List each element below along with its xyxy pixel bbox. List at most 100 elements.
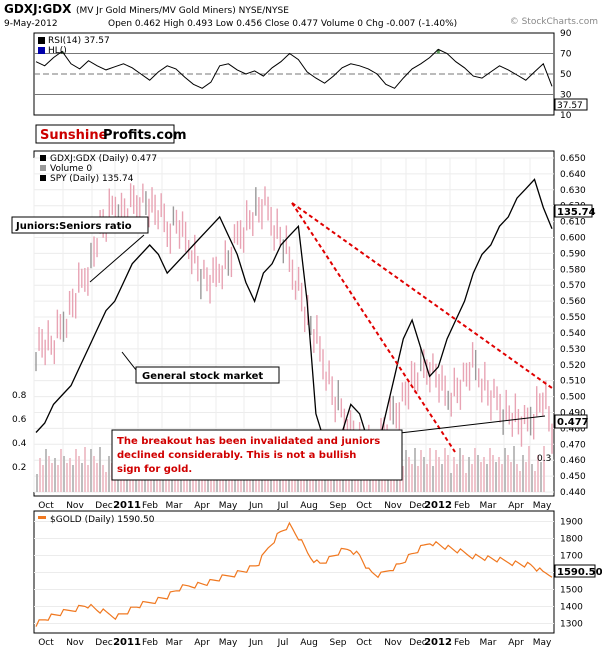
volume-bar (66, 463, 68, 492)
volume-bar (465, 473, 467, 492)
market-label-box (135, 366, 280, 384)
x-axis-label: May (533, 638, 552, 648)
volume-bar (219, 470, 221, 492)
spy-line (35, 178, 553, 453)
x-axis-label: Sep (330, 638, 347, 648)
x-axis-label: 2011 (113, 500, 141, 511)
spy-last-value: 135.74 (557, 207, 596, 218)
juniors-label: Juniors:Seniors ratio (15, 221, 132, 232)
volume-bar (411, 464, 413, 492)
x-axis-label: Mar (166, 638, 183, 648)
volume-bar (543, 446, 545, 492)
gold-legend-swatch (38, 516, 46, 519)
x-axis-label: Nov (66, 638, 84, 648)
chart-description: (MV Jr Gold Miners/MV Gold Miners) NYSE/… (76, 6, 289, 16)
x-axis-label: Dec (95, 501, 112, 511)
ratio-last-box (554, 414, 588, 429)
gold-tick-label: 1500 (560, 586, 583, 596)
volume-bar (525, 462, 527, 492)
rsi-gridlines (34, 49, 554, 95)
volume-bar (459, 448, 461, 492)
volume-bar (450, 473, 452, 492)
spy-legend-swatch (40, 175, 46, 181)
x-axis-label: Feb (142, 638, 158, 648)
main-tick-label: 0.460 (560, 456, 586, 466)
volume-bar (120, 472, 122, 492)
volume-bar (486, 464, 488, 492)
gold-last-box (554, 564, 596, 578)
x-axis-label: 2011 (113, 637, 141, 648)
chart-date: 9-May-2012 (4, 19, 58, 29)
volume-bar (102, 465, 104, 492)
main-tick-label: 0.480 (560, 424, 586, 434)
main-legend: GDXJ:GDX (Daily) 0.477 (50, 154, 157, 164)
volume-bar (513, 446, 515, 492)
rsi-axis-ticks: 90 70 50 30 10 (560, 29, 572, 121)
x-axis-label: May (219, 501, 238, 511)
volume-bar (105, 472, 107, 492)
main-axis-ticks: 0.6500.6400.6300.6200.6100.6000.5900.580… (560, 154, 586, 498)
x-axis-label: Dec (95, 638, 112, 648)
main-tick-label: 0.590 (560, 249, 586, 259)
x-axis-label: Dec (409, 501, 426, 511)
volume-bar (189, 470, 191, 492)
x-axis-label: Jul (277, 501, 289, 511)
volume-bar (96, 463, 98, 492)
gold-legend: $GOLD (Daily) 1590.50 (50, 515, 155, 525)
volume-bar (234, 470, 236, 492)
volume-bar (444, 448, 446, 492)
volume-bar (414, 448, 416, 492)
volume-bar (39, 458, 41, 492)
rsi-last-box (554, 98, 588, 111)
rsi-tick-label: 90 (560, 29, 572, 39)
rsi-tick-label: 30 (560, 91, 572, 101)
volume-bar (81, 463, 83, 492)
volume-legend: Volume 0 (50, 164, 92, 174)
breakout-note-line: sign for gold. (117, 464, 192, 475)
rsi-line (35, 48, 553, 89)
volume-bar (57, 465, 59, 492)
volume-bar (522, 455, 524, 492)
volume-bar (435, 450, 437, 492)
breakout-note-box (111, 429, 403, 481)
spy-legend: SPY (Daily) 135.74 (50, 174, 134, 184)
x-axis-label: Nov (384, 501, 402, 511)
rsi-overbought-fill (60, 51, 64, 54)
x-axis-label: Oct (38, 638, 54, 648)
volume-bar (99, 447, 101, 492)
x-axis-label: May (533, 501, 552, 511)
volume-bar (462, 455, 464, 492)
x-axis-label: Oct (356, 501, 372, 511)
volume-bar (51, 463, 53, 492)
volume-bar (483, 457, 485, 492)
main-tick-label: 0.490 (560, 408, 586, 418)
trendline-short (291, 202, 456, 453)
volume-bar (504, 448, 506, 492)
volume-bar (534, 471, 536, 492)
volume-bar (45, 449, 47, 492)
x-axis-label: Jun (248, 638, 263, 648)
spy-last-box (554, 204, 593, 218)
chart-symbol: GDXJ:GDX (4, 2, 72, 16)
volume-bar (492, 455, 494, 492)
volume-bar (519, 471, 521, 492)
main-tick-label: 0.630 (560, 186, 586, 196)
volume-bar (420, 450, 422, 492)
main-tick-label: 0.510 (560, 377, 586, 387)
volume-bar (498, 457, 500, 492)
volume-bar (135, 472, 137, 492)
x-axis-label: May (219, 638, 238, 648)
main-tick-label: 0.560 (560, 297, 586, 307)
volume-legend-swatch (40, 165, 46, 171)
rsi-tick-label: 10 (560, 111, 572, 121)
volume-bar (93, 456, 95, 492)
volume-bar (480, 462, 482, 492)
volume-bar (438, 457, 440, 492)
main-tick-label: 0.550 (560, 313, 586, 323)
volume-bar (453, 457, 455, 492)
main-tick-label: 0.610 (560, 218, 586, 228)
main-tick-label: 0.500 (560, 393, 586, 403)
x-axis-main: Oct Nov Dec 2011 Feb Mar Apr May Jun Jul Aug Sep Oct… (38, 500, 552, 511)
volume-tick-label: 0.2 (12, 463, 26, 473)
gold-gridlines (34, 521, 554, 624)
